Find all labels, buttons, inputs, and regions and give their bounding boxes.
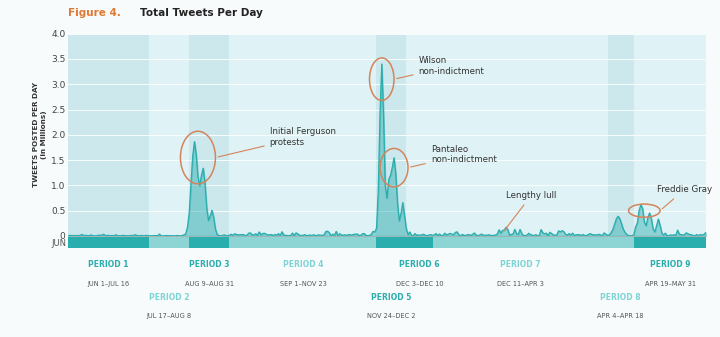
- Text: DEC 11–APR 3: DEC 11–APR 3: [497, 281, 544, 287]
- Bar: [68, 34, 149, 236]
- Bar: [406, 34, 608, 236]
- Text: DEC 3–DEC 10: DEC 3–DEC 10: [395, 281, 444, 287]
- Bar: [230, 34, 377, 236]
- Bar: [608, 34, 634, 236]
- Bar: [377, 34, 406, 236]
- Bar: [433, 237, 608, 248]
- Text: PERIOD 5: PERIOD 5: [372, 293, 412, 302]
- Text: PERIOD 6: PERIOD 6: [399, 261, 440, 269]
- Text: PERIOD 2: PERIOD 2: [149, 293, 189, 302]
- Text: Pantaleo
non-indictment: Pantaleo non-indictment: [410, 145, 497, 167]
- Bar: [377, 237, 406, 248]
- Text: APR 19–MAY 31: APR 19–MAY 31: [645, 281, 696, 287]
- Bar: [634, 237, 707, 248]
- Text: PERIOD 7: PERIOD 7: [500, 261, 540, 269]
- Text: APR 4–APR 18: APR 4–APR 18: [598, 313, 644, 319]
- Bar: [149, 34, 189, 236]
- Bar: [608, 237, 634, 248]
- Y-axis label: TWEETS POSTED PER DAY
(in Millions): TWEETS POSTED PER DAY (in Millions): [33, 82, 47, 187]
- Text: Lengthy lull: Lengthy lull: [504, 191, 557, 231]
- Text: JUL 17–AUG 8: JUL 17–AUG 8: [146, 313, 192, 319]
- Text: Total Tweets Per Day: Total Tweets Per Day: [140, 8, 264, 19]
- Text: PERIOD 4: PERIOD 4: [283, 261, 323, 269]
- Text: Initial Ferguson
protests: Initial Ferguson protests: [218, 127, 336, 157]
- Text: PERIOD 8: PERIOD 8: [600, 293, 641, 302]
- Text: Wilson
non-indictment: Wilson non-indictment: [397, 57, 485, 79]
- Text: PERIOD 9: PERIOD 9: [650, 261, 690, 269]
- Text: NOV 24–DEC 2: NOV 24–DEC 2: [367, 313, 415, 319]
- Text: PERIOD 3: PERIOD 3: [189, 261, 230, 269]
- Text: AUG 9–AUG 31: AUG 9–AUG 31: [185, 281, 234, 287]
- Bar: [189, 34, 230, 236]
- Bar: [230, 237, 377, 248]
- Text: Freddie Gray: Freddie Gray: [657, 185, 711, 209]
- Bar: [68, 237, 149, 248]
- Bar: [149, 237, 189, 248]
- Text: JUN 1–JUL 16: JUN 1–JUL 16: [88, 281, 130, 287]
- Bar: [189, 237, 230, 248]
- Text: PERIOD 1: PERIOD 1: [89, 261, 129, 269]
- Text: Figure 4.: Figure 4.: [68, 8, 121, 19]
- Bar: [406, 237, 433, 248]
- Bar: [634, 34, 707, 236]
- Text: SEP 1–NOV 23: SEP 1–NOV 23: [279, 281, 326, 287]
